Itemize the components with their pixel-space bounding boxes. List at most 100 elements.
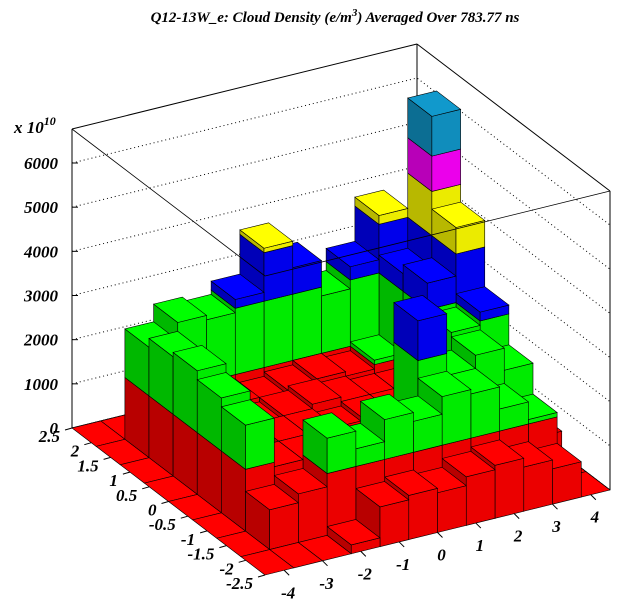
x-tick-label: -3 (319, 574, 334, 593)
bar-top (220, 399, 275, 426)
y-tick-label: 1.5 (77, 456, 99, 475)
bar-top (402, 257, 457, 284)
y-tick-label: 2.5 (38, 427, 61, 446)
bar-top (349, 334, 404, 361)
bar-front (321, 288, 351, 354)
bar-top (292, 353, 347, 380)
bar-front (298, 486, 328, 543)
multiplier-text: x 10 (13, 118, 44, 137)
bar-top (407, 90, 462, 117)
y-tick-label: 1 (109, 471, 118, 490)
x-tick-mark (475, 522, 482, 529)
bar-top (393, 295, 448, 322)
y-tick-label: -2 (220, 559, 235, 578)
bar-front (349, 272, 380, 347)
x-tick-label: -2 (358, 564, 373, 583)
y-tick-label: -1.5 (187, 545, 214, 564)
title-end: ) Averaged Over 783.77 ns (355, 10, 519, 26)
chart-title: Q12-13W_e: Cloud Density (e/m3) Averaged… (151, 7, 520, 26)
bar-top (450, 329, 505, 356)
bar-front (465, 469, 496, 526)
y-tick-mark (64, 427, 73, 431)
x-tick-mark (437, 532, 443, 538)
bar-top (470, 439, 525, 466)
y-tick-mark (180, 515, 188, 519)
bar-top (383, 469, 439, 496)
bar-top (417, 370, 472, 397)
y-tick-label: -2.5 (226, 574, 253, 593)
y-tick-mark (238, 559, 246, 563)
bar-front (441, 389, 472, 446)
bar-front (263, 293, 294, 368)
x-tick-label: 1 (476, 536, 485, 555)
z-tick-label: 3000 (23, 287, 59, 306)
bar-front (417, 313, 448, 361)
bar-front (245, 417, 275, 470)
y-tick-mark (161, 501, 169, 504)
box-edge (71, 128, 266, 277)
box-edge (264, 190, 611, 277)
y-tick-mark (122, 471, 131, 475)
title-text: Q12-13W_e: Cloud Density (e/m (151, 10, 352, 26)
title-superscript: 3 (351, 7, 358, 19)
bar-top (354, 189, 409, 216)
bar-top (441, 451, 496, 478)
x-tick-label: -1 (396, 555, 410, 574)
bar-front (431, 148, 461, 192)
x-tick-mark (398, 541, 405, 548)
y-tick-mark (142, 486, 150, 490)
x-tick-mark (552, 503, 558, 510)
z-tick-label: 6000 (24, 154, 59, 173)
x-tick-label: 3 (551, 517, 561, 536)
bar-front (523, 459, 553, 512)
bar-front (292, 286, 322, 361)
bar-top (172, 344, 227, 372)
x-tick-label: 2 (513, 527, 523, 546)
bar-top (152, 296, 208, 323)
y-tick-label: -0.5 (149, 515, 176, 534)
bar-top (287, 378, 342, 405)
bar-top (244, 484, 300, 511)
y-tick-mark (199, 530, 208, 534)
box-edge (71, 43, 418, 130)
y-tick-mark (84, 442, 92, 446)
bar-front (234, 300, 265, 375)
bar-front (408, 487, 438, 540)
bar-top (273, 468, 328, 495)
bar-front (437, 485, 467, 533)
x-tick-label: 0 (437, 546, 446, 565)
grid-line (71, 77, 611, 226)
x-tick-mark (590, 494, 597, 501)
multiplier-exponent: 10 (44, 114, 56, 128)
z-multiplier: x 1010 (13, 114, 56, 137)
z-tick-label: 2000 (23, 331, 59, 350)
y-tick-mark (103, 456, 111, 460)
box-edge (416, 43, 611, 192)
bar-top (431, 201, 486, 228)
y-tick-mark (257, 574, 266, 578)
x-tick-mark (513, 513, 520, 519)
bar-top (359, 393, 415, 420)
bar-front (326, 430, 357, 474)
bar-front (263, 245, 294, 302)
y-tick-label: 0.5 (116, 486, 138, 505)
bar-front (494, 457, 525, 519)
bar-front (431, 108, 461, 157)
bar-front (269, 502, 299, 550)
bar-top (196, 372, 251, 399)
y-tick-label: -1 (181, 530, 195, 549)
bar-front (384, 412, 414, 460)
bar-top (302, 412, 357, 439)
x-tick-mark (322, 560, 328, 567)
x-tick-mark (283, 569, 290, 576)
z-tick-label: 5000 (24, 198, 59, 217)
z-tick-label: 0 (50, 419, 59, 438)
bar-top (210, 273, 265, 300)
x-tick-label: 4 (590, 508, 600, 527)
bar-front (552, 461, 582, 505)
bar-top (455, 286, 510, 313)
bar-top (355, 481, 410, 508)
y-tick-label: 2 (70, 442, 80, 461)
bar-top (326, 519, 381, 546)
